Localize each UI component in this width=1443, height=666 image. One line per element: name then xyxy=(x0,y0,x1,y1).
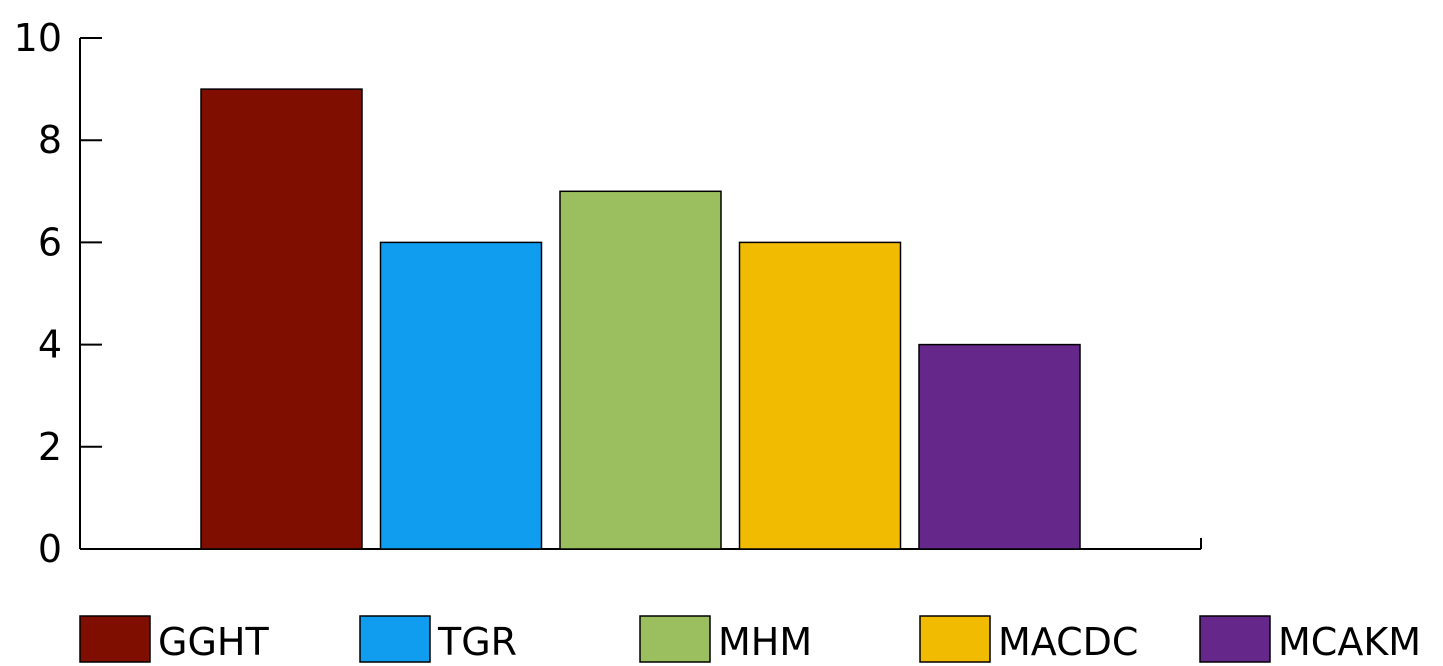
legend-swatch-mhm xyxy=(639,615,711,663)
legend-swatch-macdc xyxy=(919,615,991,663)
y-tick-label-2: 2 xyxy=(38,425,62,469)
legend-label-macdc: MACDC xyxy=(998,620,1138,664)
y-tick-label-4: 4 xyxy=(38,323,62,367)
legend-label-mhm: MHM xyxy=(718,620,812,664)
bar-macdc xyxy=(738,241,902,550)
y-tick-label-6: 6 xyxy=(38,220,62,264)
y-ticks: 0 2 4 6 8 10 xyxy=(14,16,102,571)
y-tick-label-8: 8 xyxy=(38,118,62,162)
bars xyxy=(200,88,1081,550)
y-tick-label-10: 10 xyxy=(14,16,62,60)
y-tick-label-0: 0 xyxy=(38,527,62,571)
bar-mcakm xyxy=(918,343,1081,550)
legend-label-tgr: TGR xyxy=(437,620,517,664)
legend-swatch-tgr xyxy=(359,615,431,663)
bar-tgr xyxy=(379,241,543,550)
bar-mhm xyxy=(559,190,722,550)
legend-swatch-gght xyxy=(79,615,151,663)
legend-label-mcakm: MCAKM xyxy=(1278,620,1421,664)
legend-swatch-mcakm xyxy=(1199,615,1271,663)
legend-label-gght: GGHT xyxy=(158,620,269,664)
legend: GGHT TGR MHM MACDC MCAKM xyxy=(79,615,1421,664)
bar-gght xyxy=(200,88,363,550)
